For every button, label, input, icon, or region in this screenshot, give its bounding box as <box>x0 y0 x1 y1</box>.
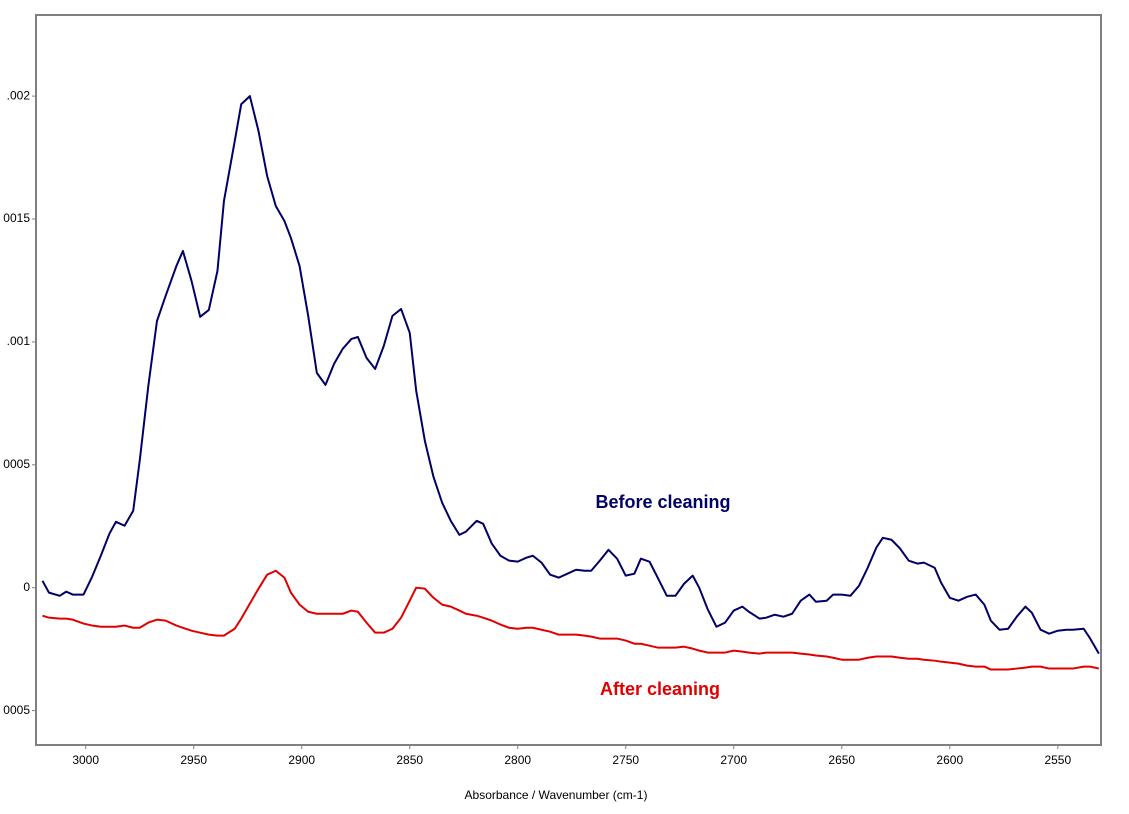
x-tick-label: 2950 <box>180 753 207 767</box>
plot-frame <box>35 14 1102 746</box>
x-tick-label: 2700 <box>720 753 747 767</box>
x-tick-label: 2600 <box>936 753 963 767</box>
x-axis-label: Absorbance / Wavenumber (cm-1) <box>465 788 648 802</box>
series-label: After cleaning <box>600 679 720 699</box>
x-tick-label: 2550 <box>1044 753 1071 767</box>
x-tick-label: 2850 <box>396 753 423 767</box>
y-tick-label: .001 <box>7 334 31 348</box>
x-tick-label: 2900 <box>288 753 315 767</box>
y-tick-label: 0015 <box>3 211 30 225</box>
x-tick-label: 2800 <box>504 753 531 767</box>
y-tick-label: 0005 <box>3 457 30 471</box>
y-tick-label: 0005 <box>3 703 30 717</box>
plot-area <box>41 95 1100 671</box>
series-line <box>41 95 1100 655</box>
series-line <box>42 569 1100 671</box>
y-tick-label: .002 <box>7 88 31 102</box>
x-tick-label: 2650 <box>828 753 855 767</box>
x-tick-label: 3000 <box>72 753 99 767</box>
x-tick-label: 2750 <box>612 753 639 767</box>
series-label: Before cleaning <box>595 492 730 512</box>
y-tick-label: 0 <box>23 580 30 594</box>
